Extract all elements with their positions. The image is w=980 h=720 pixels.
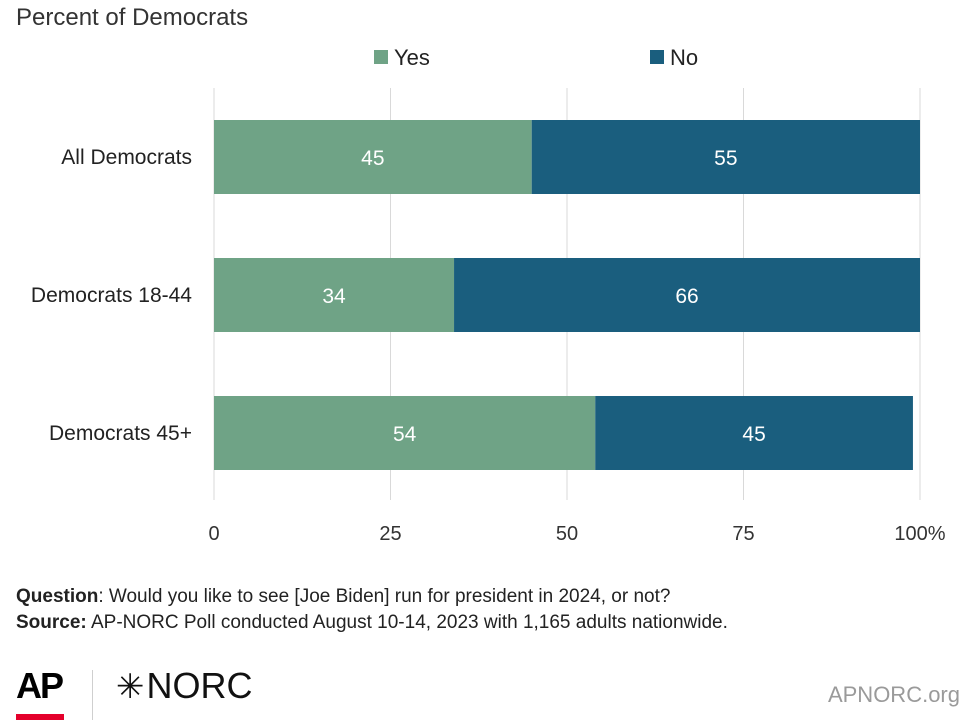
bar-yes <box>214 258 455 332</box>
data-label-yes: 34 <box>322 285 346 308</box>
ap-logo-text: AP <box>16 665 64 706</box>
ap-logo-bar <box>16 714 64 720</box>
x-tick-label: 100% <box>894 523 945 545</box>
source-line: Source: AP-NORC Poll conducted August 10… <box>16 610 728 636</box>
data-label-yes: 54 <box>393 423 417 446</box>
norc-star-icon: ✳ <box>116 668 145 706</box>
x-tick-label: 50 <box>556 523 578 545</box>
x-tick-label: 25 <box>379 523 401 545</box>
question-text: : Would you like to see [Joe Biden] run … <box>98 586 671 607</box>
data-label-yes: 45 <box>361 147 384 170</box>
category-label: Democrats 45+ <box>49 422 192 445</box>
source-text: AP-NORC Poll conducted August 10-14, 202… <box>86 612 728 633</box>
norc-logo-text: NORC <box>146 665 253 706</box>
chart-subtitle: Percent of Democrats <box>16 4 249 31</box>
category-label: Democrats 18-44 <box>31 284 192 307</box>
data-label-no: 55 <box>714 147 737 170</box>
source-label: Source: <box>16 612 87 633</box>
norc-logo[interactable]: ✳NORC <box>116 666 253 707</box>
footer: AP ✳NORC APNORC.org <box>0 660 980 720</box>
logo-divider <box>92 670 93 720</box>
bar-no <box>595 396 913 470</box>
question-line: Question: Would you like to see [Joe Bid… <box>16 584 728 610</box>
chart-notes: Question: Would you like to see [Joe Bid… <box>16 584 728 636</box>
legend-swatch-no <box>650 50 664 64</box>
bar-no <box>454 258 920 332</box>
bar-no <box>531 120 920 194</box>
site-link[interactable]: APNORC.org <box>827 682 960 707</box>
bar-yes <box>214 120 532 194</box>
ap-logo[interactable]: AP <box>16 666 64 720</box>
chart-area: 0 25 50 75 100% Yes No All Democrats 45 55 Democra… <box>31 45 946 545</box>
x-tick-label: 75 <box>732 523 754 545</box>
legend-swatch-yes <box>374 50 388 64</box>
legend-label-yes: Yes <box>394 45 430 70</box>
data-label-no: 45 <box>742 423 765 446</box>
legend-label-no: No <box>670 45 698 70</box>
bar-yes <box>214 396 596 470</box>
x-tick-label: 0 <box>208 523 219 545</box>
data-label-no: 66 <box>675 285 698 308</box>
category-label: All Democrats <box>61 146 192 169</box>
question-label: Question <box>16 586 99 607</box>
